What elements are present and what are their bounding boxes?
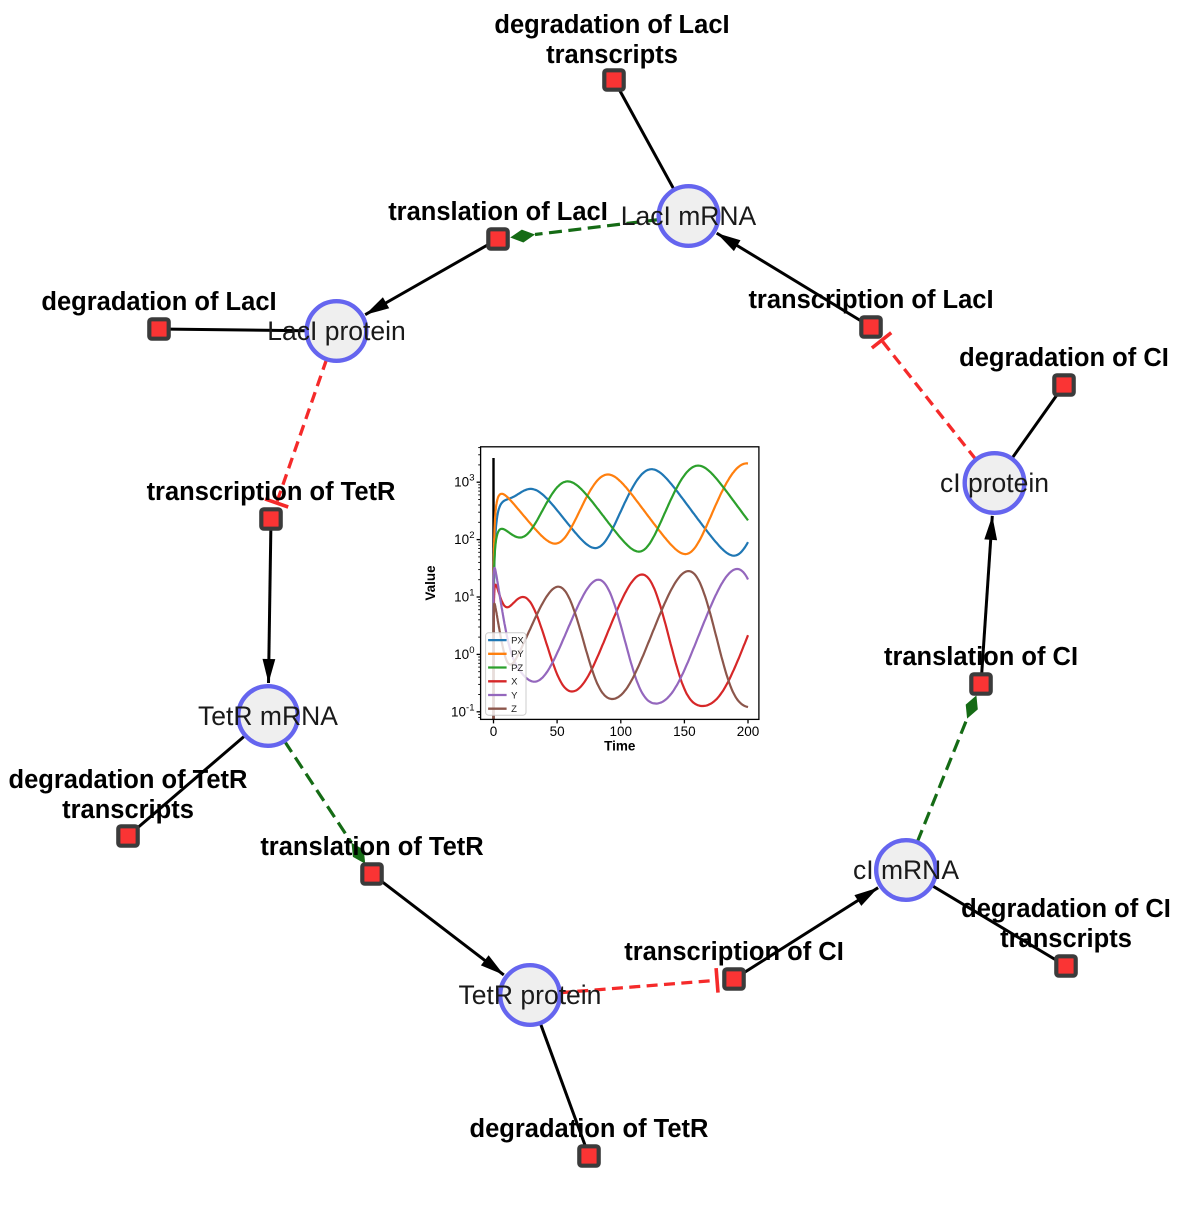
svg-text:degradation of CI: degradation of CI: [961, 895, 1171, 923]
svg-text:transcription of CI: transcription of CI: [624, 938, 844, 966]
svg-text:cI protein: cI protein: [940, 468, 1049, 498]
svg-text:degradation of CI: degradation of CI: [959, 344, 1169, 372]
svg-text:translation of TetR: translation of TetR: [260, 833, 483, 861]
svg-text:degradation of TetR: degradation of TetR: [470, 1115, 709, 1143]
svg-text:PX: PX: [511, 635, 524, 646]
svg-text:cI mRNA: cI mRNA: [853, 855, 959, 885]
svg-text:PY: PY: [511, 649, 524, 660]
svg-text:200: 200: [737, 724, 760, 739]
svg-text:transcription of TetR: transcription of TetR: [147, 478, 396, 506]
svg-text:150: 150: [673, 724, 696, 739]
svg-text:Y: Y: [511, 690, 518, 701]
svg-text:TetR protein: TetR protein: [459, 980, 602, 1010]
svg-text:0: 0: [490, 724, 498, 739]
svg-text:Value: Value: [423, 565, 438, 601]
svg-text:transcripts: transcripts: [62, 796, 194, 824]
svg-text:LacI mRNA: LacI mRNA: [621, 201, 757, 231]
svg-text:X: X: [511, 677, 518, 688]
svg-text:Time: Time: [604, 738, 636, 753]
svg-text:degradation of TetR: degradation of TetR: [9, 766, 248, 794]
svg-text:transcripts: transcripts: [546, 41, 678, 69]
svg-text:Z: Z: [511, 704, 517, 715]
svg-text:transcription of LacI: transcription of LacI: [748, 286, 993, 314]
svg-text:transcripts: transcripts: [1000, 925, 1132, 953]
svg-text:translation of LacI: translation of LacI: [388, 198, 608, 226]
svg-text:LacI protein: LacI protein: [267, 316, 405, 346]
svg-text:PZ: PZ: [511, 663, 523, 674]
svg-text:translation of CI: translation of CI: [884, 643, 1078, 671]
svg-text:50: 50: [550, 724, 565, 739]
svg-text:degradation of LacI: degradation of LacI: [41, 288, 276, 316]
svg-text:TetR mRNA: TetR mRNA: [198, 701, 338, 731]
svg-text:degradation of LacI: degradation of LacI: [494, 11, 729, 39]
svg-text:100: 100: [610, 724, 633, 739]
